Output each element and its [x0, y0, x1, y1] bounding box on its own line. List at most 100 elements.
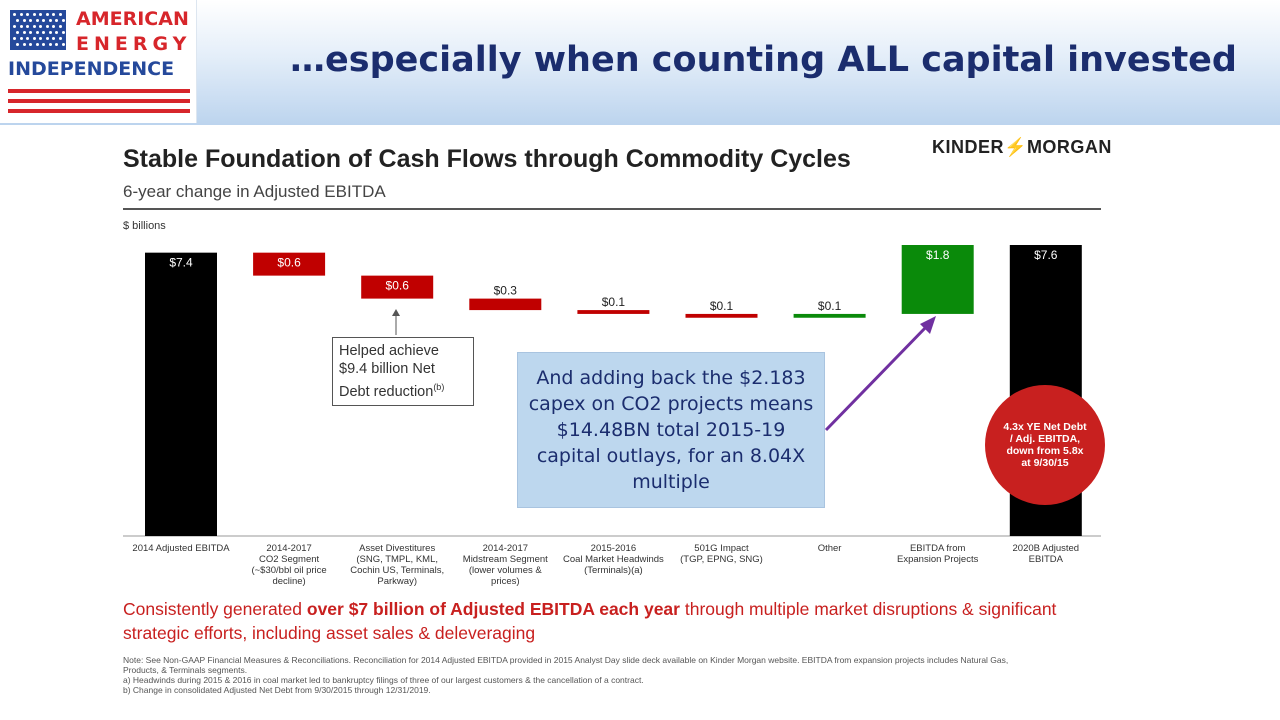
flag-star [61, 43, 65, 46]
bar-value-label: $0.1 [602, 295, 626, 309]
flag-star [26, 25, 29, 28]
flag-star [32, 25, 36, 28]
summary-part: through multiple market disruptions & si… [123, 599, 1057, 643]
flag-star [45, 13, 49, 16]
callout-line: $9.4 billion Net [339, 361, 435, 377]
bar-decrease [361, 275, 434, 299]
category-label: 501G Impact (TGP, EPNG, SNG) [680, 543, 763, 565]
logo-text-kinder: KINDER [932, 137, 1005, 157]
category-label: Other [817, 543, 842, 554]
flag-star [39, 13, 42, 16]
bar-increase [793, 313, 866, 318]
flag-star [55, 31, 58, 34]
aei-logo: AMERICAN ENERGY INDEPENDENCE [0, 0, 197, 123]
footnotes: Note: See Non-GAAP Financial Measures & … [123, 655, 1043, 695]
flag-star [35, 31, 39, 34]
bar-decrease [685, 313, 758, 318]
leverage-badge-text: 4.3x YE Net Debt / Adj. EBITDA, down fro… [1003, 421, 1087, 469]
logo-word-american: AMERICAN [76, 8, 189, 30]
capex-annotation-box: And adding back the $2.183 capex on CO2 … [517, 352, 825, 508]
logo-word-independence: INDEPENDENCE [8, 58, 175, 80]
category-label: 2014-2017 CO2 Segment (~$30/bbl oil price d… [251, 543, 327, 587]
bar-total [145, 252, 217, 536]
flag-star [13, 13, 16, 16]
flag-star [35, 19, 39, 22]
bar-decrease [469, 298, 542, 311]
logo-stripe [8, 89, 190, 93]
bar-value-label: $0.3 [494, 284, 518, 298]
flag-star [19, 25, 23, 28]
flag-star [52, 25, 55, 28]
flag-star [39, 37, 42, 40]
unit-label: $ billions [123, 220, 166, 232]
flag-star [42, 43, 45, 46]
purple-arrow [824, 323, 930, 432]
flag-star [58, 13, 62, 16]
flag-star [35, 43, 39, 46]
flag-star [55, 43, 58, 46]
kinder-morgan-logo: KINDER⚡MORGAN [932, 137, 1112, 158]
flag-star [29, 19, 32, 22]
flag-star [48, 43, 52, 46]
flag-star [22, 19, 26, 22]
flag-star [22, 31, 26, 34]
flag-star [42, 19, 45, 22]
flag-star [52, 37, 55, 40]
slide-subtitle: 6-year change in Adjusted EBITDA [123, 182, 386, 201]
flag-star [13, 25, 16, 28]
flag-star [32, 13, 36, 16]
callout-line: Debt reduction [339, 383, 434, 400]
flag-star [32, 37, 36, 40]
bar-value-label: $0.1 [818, 299, 842, 313]
title-divider [123, 208, 1101, 210]
bar-value-label: $0.6 [386, 279, 410, 293]
callout-line: Helped achieve [339, 343, 439, 359]
logo-text-morgan: MORGAN [1026, 137, 1112, 157]
flag-star [16, 43, 19, 46]
footnote: Note: See Non-GAAP Financial Measures & … [123, 655, 1009, 675]
purple-arrowhead [920, 316, 936, 334]
category-label: 2020B Adjusted EBITDA [1012, 543, 1080, 565]
flag-star [58, 37, 62, 40]
flag-star [16, 19, 19, 22]
flag-star [58, 25, 62, 28]
logo-word-energy: ENERGY [76, 33, 192, 55]
flag-star [26, 13, 29, 16]
category-label: 2014 Adjusted EBITDA [132, 543, 230, 554]
summary-emphasis: over $7 billion of Adjusted EBITDA each … [306, 599, 680, 619]
footnote-marker: (b) [433, 382, 445, 392]
flag-star [42, 31, 45, 34]
footnote: b) Change in consolidated Adjusted Net D… [123, 685, 431, 695]
flag-star [16, 31, 19, 34]
bar-decrease [253, 252, 326, 276]
bar-value-label: $1.8 [926, 248, 950, 262]
bar-value-label: $0.6 [277, 256, 301, 270]
bar-decrease [577, 310, 650, 314]
lightning-bolt-icon: ⚡ [1004, 137, 1027, 157]
flag-star [61, 31, 65, 34]
flag-star [55, 19, 58, 22]
category-label: EBITDA from Expansion Projects [897, 543, 979, 565]
footnote: a) Headwinds during 2015 & 2016 in coal … [123, 675, 644, 685]
summary-statement: Consistently generated over $7 billion o… [123, 597, 1113, 645]
flag-star [22, 43, 26, 46]
flag-star [52, 13, 55, 16]
category-label: 2014-2017 Midstream Segment (lower volumes… [462, 543, 548, 587]
flag-star [29, 43, 32, 46]
logo-stripe [8, 99, 190, 103]
header-title: …especially when counting ALL capital in… [290, 40, 1237, 80]
slide-title: Stable Foundation of Cash Flows through … [123, 145, 851, 173]
flag-star [45, 37, 49, 40]
flag-star [13, 37, 16, 40]
callout-arrowhead [392, 309, 400, 316]
flag-star [48, 19, 52, 22]
flag-star [29, 31, 32, 34]
header-banner: AMERICAN ENERGY INDEPENDENCE …especially… [0, 0, 1280, 125]
capex-annotation-text: And adding back the $2.183 capex on CO2 … [528, 367, 814, 493]
us-flag-icon [10, 10, 66, 50]
category-label: 2015-2016 Coal Market Headwinds (Terminals… [562, 543, 664, 576]
summary-part: Consistently generated [123, 599, 307, 619]
bar-value-label: $7.6 [1034, 248, 1058, 262]
leverage-badge: 4.3x YE Net Debt / Adj. EBITDA, down fro… [985, 385, 1105, 505]
logo-stripe [8, 109, 190, 113]
